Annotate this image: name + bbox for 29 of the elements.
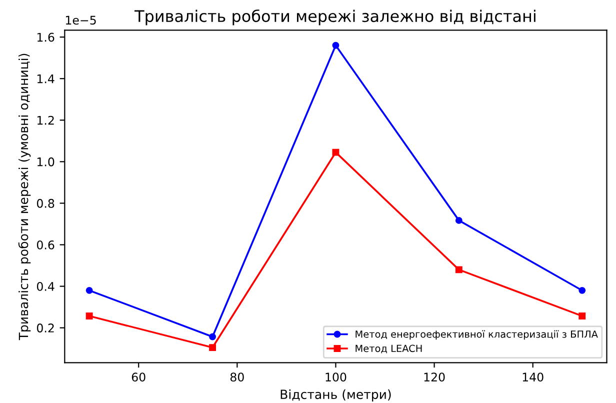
x-tick-label: 120 xyxy=(424,372,445,382)
x-axis-title: Відстань (метри) xyxy=(280,389,391,402)
point xyxy=(578,312,586,320)
x-tick-label: 60 xyxy=(132,372,146,382)
point xyxy=(455,266,462,274)
y-tick-label: 0.4 xyxy=(36,282,54,291)
point xyxy=(578,286,586,294)
point xyxy=(209,333,216,340)
chart-title: Тривалість роботи мережі залежно від відстані xyxy=(134,9,536,26)
y-tick-label: 0.6 xyxy=(36,240,54,250)
y-tick-label: 0.2 xyxy=(36,324,54,332)
point xyxy=(455,216,462,224)
legend-label: Метод LEACH xyxy=(356,344,422,354)
x-tick-label: 80 xyxy=(230,372,244,382)
y-tick-label: 1.0 xyxy=(37,157,54,166)
y-tick-label: 1.4 xyxy=(37,74,54,84)
text: 1e−5 xyxy=(66,16,96,25)
y-axis-title: Тривалість роботи мережі (умовні одиниці) xyxy=(18,54,31,340)
y-tick-label: 0.8 xyxy=(36,198,54,208)
y-tick-label: 1.6 xyxy=(37,32,54,42)
point xyxy=(332,42,340,49)
x-tick-label: 100 xyxy=(326,372,346,382)
point xyxy=(209,344,216,352)
x-tick-label: 140 xyxy=(522,372,544,382)
point xyxy=(86,286,93,294)
point xyxy=(86,312,93,320)
point xyxy=(332,148,340,156)
y-tick-label: 1.2 xyxy=(37,116,54,125)
legend-label: Метод енергоефективної кластеризації з БПЛА xyxy=(356,330,598,340)
